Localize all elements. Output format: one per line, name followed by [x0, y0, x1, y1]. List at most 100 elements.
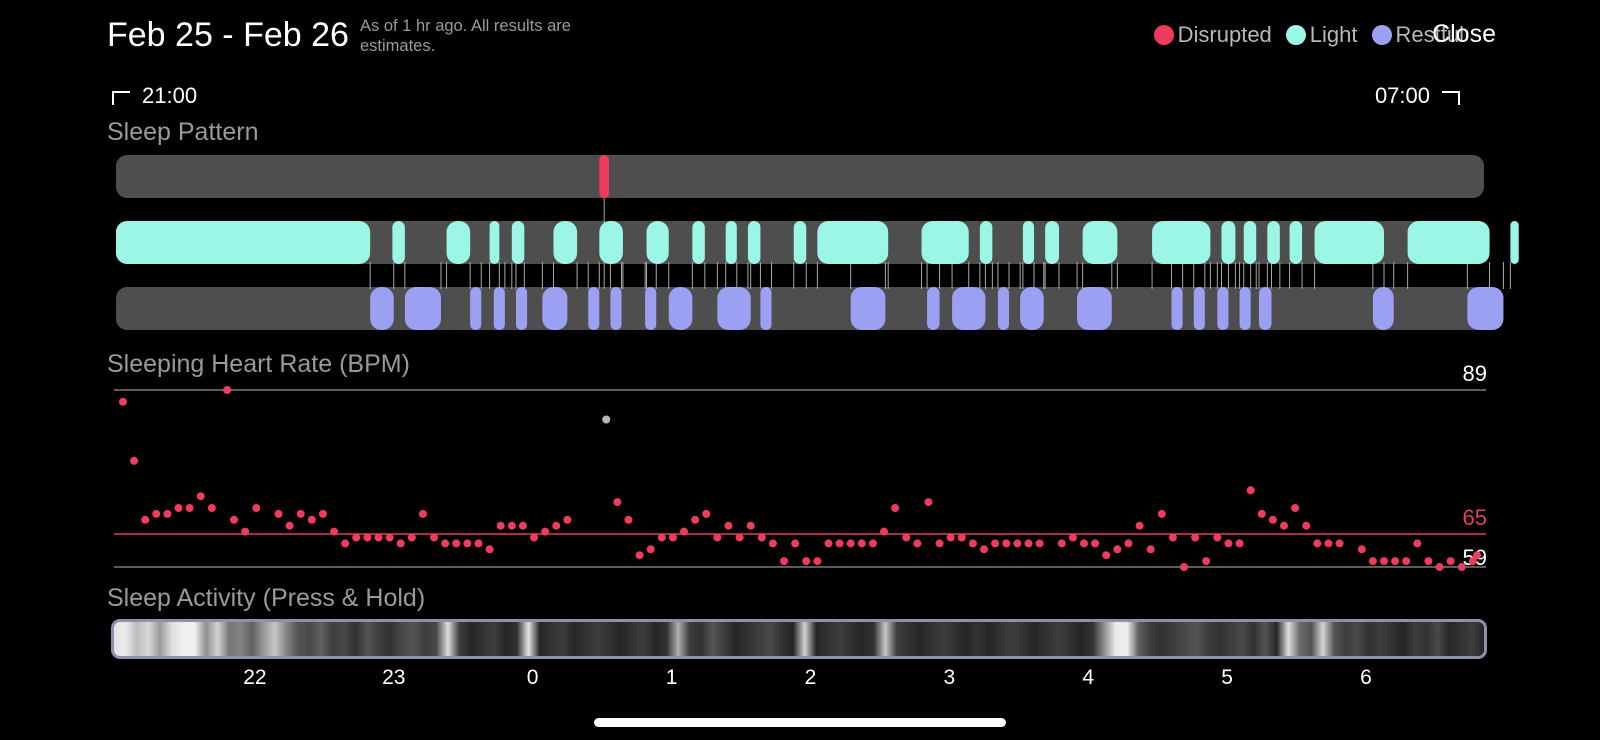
light-segment[interactable]: [1082, 221, 1118, 264]
restful-segment[interactable]: [588, 287, 600, 330]
x-axis-label: 23: [382, 666, 405, 689]
heart-rate-point: [924, 498, 933, 507]
heart-rate-point: [1180, 563, 1189, 571]
light-segment[interactable]: [489, 221, 500, 264]
restful-segment[interactable]: [717, 287, 751, 330]
restful-segment[interactable]: [1077, 287, 1112, 330]
restful-segment[interactable]: [850, 287, 886, 330]
restful-segment[interactable]: [542, 287, 568, 330]
x-axis-label: 5: [1221, 666, 1233, 689]
avg-label: 65: [1463, 505, 1487, 530]
heart-rate-point: [1402, 557, 1411, 566]
heart-rate-point: [835, 539, 844, 548]
bracket-end-icon: [1442, 91, 1460, 105]
legend-item-restful: Restful: [1371, 22, 1464, 48]
light-segment[interactable]: [692, 221, 705, 264]
light-segment[interactable]: [511, 221, 525, 264]
light-segment[interactable]: [553, 221, 578, 264]
restful-segment[interactable]: [760, 287, 772, 330]
heart-rate-point: [507, 521, 516, 530]
restful-segment[interactable]: [370, 287, 394, 330]
heart-rate-chart: 89 65 59: [114, 361, 1487, 571]
light-segment[interactable]: [921, 221, 969, 264]
sleep-pattern-title: Sleep Pattern: [107, 118, 259, 146]
sleep-activity-strip[interactable]: [111, 619, 1487, 659]
time-range-start: 21:00: [112, 83, 197, 109]
heart-rate-point: [1157, 509, 1166, 518]
heart-rate-point: [1024, 539, 1033, 548]
restful-segment[interactable]: [515, 287, 528, 330]
light-segment[interactable]: [646, 221, 669, 264]
heart-rate-point: [285, 521, 294, 530]
restful-segment[interactable]: [1171, 287, 1183, 330]
heart-rate-point: [802, 557, 811, 566]
light-segment[interactable]: [817, 221, 889, 264]
x-axis: 22 23 0 1 2 3 4 5 6: [243, 666, 1372, 689]
legend-item-disrupted: Disrupted: [1153, 22, 1272, 48]
heart-rate-point: [824, 539, 833, 548]
light-segment[interactable]: [1314, 221, 1385, 264]
restful-segment[interactable]: [1467, 287, 1504, 330]
x-axis-label: 6: [1360, 666, 1372, 689]
restful-segment[interactable]: [610, 287, 622, 330]
heart-rate-point: [813, 557, 822, 566]
light-dot-icon: [1285, 25, 1306, 45]
restful-segment[interactable]: [668, 287, 693, 330]
restful-segment[interactable]: [645, 287, 657, 330]
light-segment[interactable]: [1510, 221, 1519, 264]
heart-rate-point: [1102, 551, 1111, 560]
heart-rate-point: [757, 533, 766, 542]
heart-rate-point: [1446, 557, 1455, 566]
light-segment[interactable]: [1407, 221, 1490, 264]
heart-rate-point: [946, 533, 955, 542]
restful-segment[interactable]: [493, 287, 505, 330]
light-segment[interactable]: [793, 221, 807, 264]
light-segment[interactable]: [1243, 221, 1257, 264]
start-time-label: 21:00: [142, 83, 198, 108]
heart-rate-point: [980, 545, 989, 554]
light-segment[interactable]: [116, 221, 371, 264]
restful-segment[interactable]: [1372, 287, 1394, 330]
restful-segment[interactable]: [404, 287, 441, 330]
close-button[interactable]: Close: [1432, 20, 1496, 48]
restful-segment[interactable]: [927, 287, 940, 330]
restful-segment[interactable]: [1239, 287, 1251, 330]
heart-rate-point: [702, 509, 711, 518]
restful-segment[interactable]: [1217, 287, 1229, 330]
light-segment[interactable]: [725, 221, 737, 264]
restful-segment[interactable]: [470, 287, 482, 330]
light-segment[interactable]: [446, 221, 471, 264]
x-axis-label: 1: [666, 666, 678, 689]
light-segment[interactable]: [979, 221, 993, 264]
heart-rate-point: [1068, 533, 1077, 542]
light-segment[interactable]: [1289, 221, 1303, 264]
heart-rate-point: [141, 515, 150, 524]
heart-rate-point: [1224, 539, 1233, 548]
heart-rate-point: [563, 515, 572, 524]
light-segment[interactable]: [599, 221, 623, 264]
light-segment[interactable]: [1221, 221, 1236, 264]
light-segment[interactable]: [1022, 221, 1035, 264]
heart-rate-point: [1302, 521, 1311, 530]
disrupted-segment[interactable]: [599, 155, 610, 198]
restful-segment[interactable]: [1259, 287, 1272, 330]
restful-segment[interactable]: [997, 287, 1010, 330]
restful-segment[interactable]: [1193, 287, 1205, 330]
track-disrupted: [116, 155, 1484, 198]
track-restful: [116, 287, 1484, 330]
restful-segment[interactable]: [952, 287, 986, 330]
heart-rate-point: [241, 527, 250, 536]
light-segment[interactable]: [1045, 221, 1060, 264]
light-segment[interactable]: [747, 221, 761, 264]
legend-label-disrupted: Disrupted: [1177, 22, 1272, 47]
light-segment[interactable]: [392, 221, 405, 264]
heart-rate-point: [780, 557, 789, 566]
restful-segment[interactable]: [1020, 287, 1044, 330]
heart-rate-point: [185, 504, 194, 512]
light-segment[interactable]: [1267, 221, 1280, 264]
home-indicator[interactable]: [594, 718, 1006, 727]
heart-rate-point: [1335, 539, 1344, 548]
light-segment[interactable]: [1152, 221, 1211, 264]
x-axis-label: 22: [243, 666, 266, 689]
heart-rate-point: [552, 521, 561, 530]
